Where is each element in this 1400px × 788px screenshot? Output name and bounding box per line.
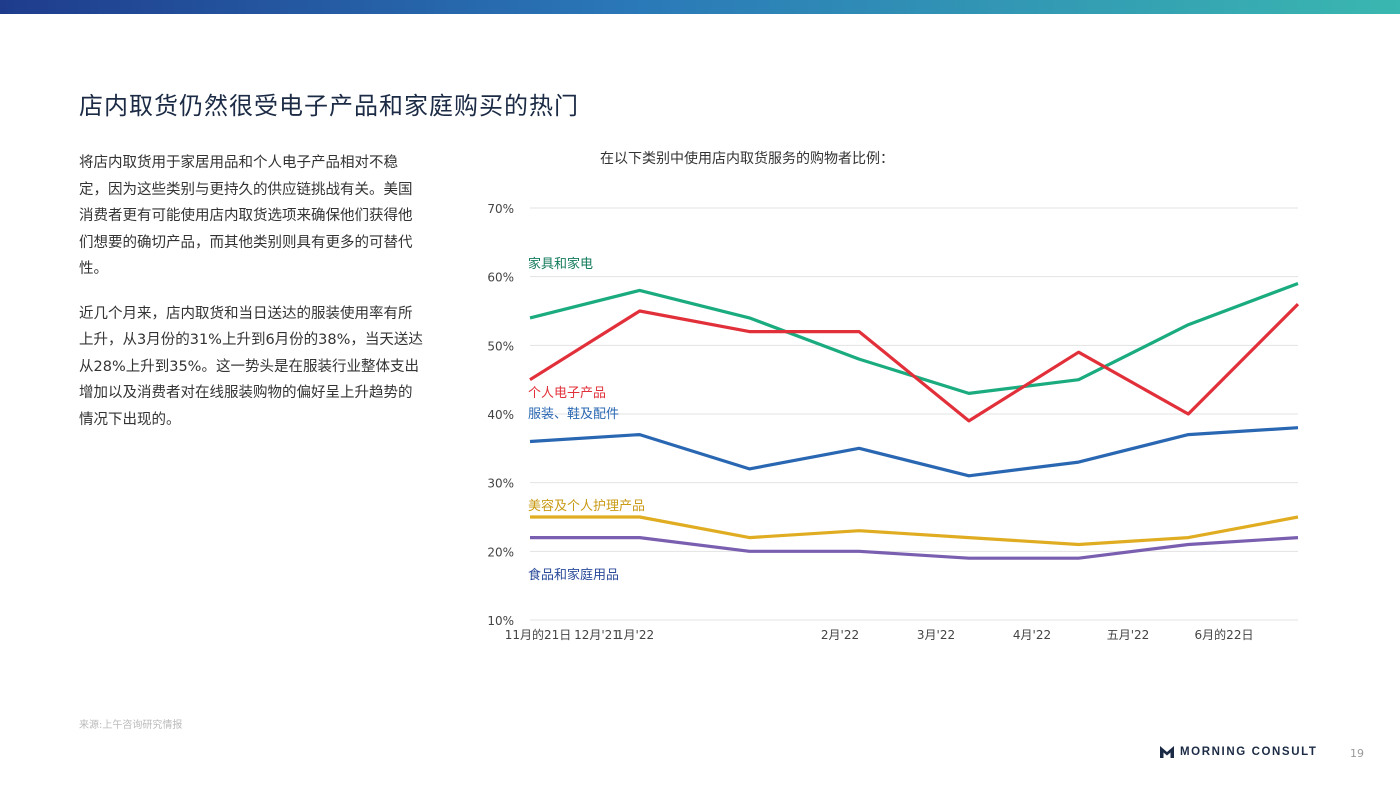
series-line xyxy=(530,536,1299,560)
y-tick-label: 50% xyxy=(487,339,514,353)
morning-consult-logo-icon xyxy=(1160,746,1174,758)
x-tick-label: 12月'21 xyxy=(574,628,620,642)
morning-consult-logo: MORNING CONSULT xyxy=(1160,746,1318,758)
series-label: 服装、鞋及配件 xyxy=(528,406,619,422)
y-tick-label: 10% xyxy=(487,614,514,628)
chart-title: 在以下类别中使用店内取货服务的购物者比例： xyxy=(600,151,894,167)
y-tick-label: 40% xyxy=(487,408,514,422)
paragraph-2: 近几个月来，店内取货和当日送达的服装使用率有所上升，从3月份的31%上升到6月份… xyxy=(79,305,423,428)
y-tick-label: 70% xyxy=(487,202,514,216)
y-tick-label: 30% xyxy=(487,477,514,491)
x-tick-label: 3月'22 xyxy=(917,628,955,642)
series-label: 食品和家庭用品 xyxy=(528,567,619,583)
paragraph-1: 将店内取货用于家居用品和个人电子产品相对不稳定，因为这些类别与更持久的供应链挑战… xyxy=(79,155,413,277)
page-title: 店内取货仍然很受电子产品和家庭购买的热门 xyxy=(79,92,579,120)
page-number: 19 xyxy=(1350,747,1364,760)
x-tick-label: 2月'22 xyxy=(821,628,859,642)
series-label: 美容及个人护理产品 xyxy=(528,498,645,514)
y-tick-label: 60% xyxy=(487,271,514,285)
x-tick-label: 1月'22 xyxy=(616,628,654,642)
x-tick-label: 11月的21日 xyxy=(505,627,572,642)
x-tick-label: 五月'22 xyxy=(1107,628,1150,642)
series-line xyxy=(529,302,1300,423)
series-label: 家具和家电 xyxy=(528,256,593,272)
series-label: 个人电子产品 xyxy=(528,386,606,401)
x-tick-label: 4月'22 xyxy=(1013,628,1051,642)
body-text: 将店内取货用于家居用品和个人电子产品相对不稳定，因为这些类别与更持久的供应链挑战… xyxy=(79,150,424,451)
logo-text: MORNING CONSULT xyxy=(1180,746,1318,758)
x-tick-label: 6月的22日 xyxy=(1195,627,1254,642)
series-line xyxy=(529,426,1299,478)
y-tick-label: 20% xyxy=(487,545,514,559)
top-gradient-bar xyxy=(0,0,1400,14)
series-line xyxy=(530,515,1299,547)
source-note: 来源:上午咨询研究情报 xyxy=(79,720,183,731)
